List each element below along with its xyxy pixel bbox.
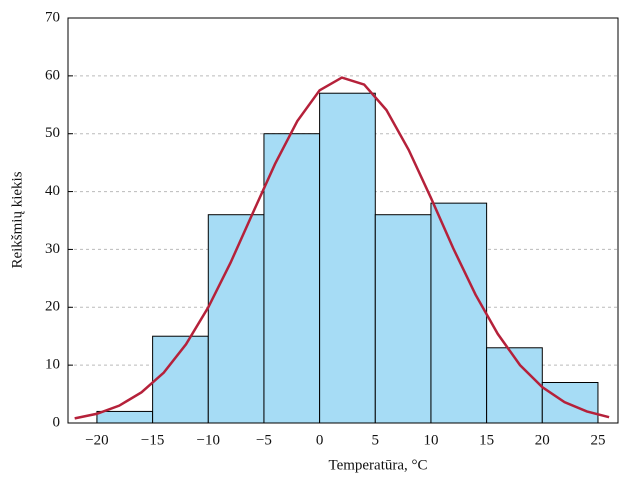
bar [541, 382, 599, 424]
x-tick-label: 25 [590, 432, 605, 448]
x-tick-label: −10 [197, 432, 220, 448]
y-tick-label: 50 [45, 125, 60, 141]
y-tick-label: 0 [53, 414, 61, 430]
y-tick-label: 70 [45, 9, 60, 25]
bar [430, 202, 488, 424]
x-tick-label: 10 [423, 432, 438, 448]
bar [207, 214, 265, 424]
bar [152, 335, 209, 424]
y-tick-label: 60 [45, 67, 60, 83]
y-tick-label: 30 [45, 241, 60, 257]
plot-frame [67, 17, 619, 424]
bar [96, 410, 154, 424]
bar [263, 133, 321, 424]
bar [374, 214, 432, 424]
y-tick-label: 10 [45, 357, 60, 373]
x-tick-label: −20 [85, 432, 108, 448]
x-axis-label: Temperatūra, °C [328, 457, 427, 473]
x-tick-label: 15 [479, 432, 494, 448]
y-axis-label: Reikšmių kiekis [9, 171, 25, 268]
y-tick-label: 20 [45, 299, 60, 315]
bar [319, 92, 376, 424]
x-tick-label: 20 [535, 432, 550, 448]
fit-curve [74, 76, 610, 420]
x-tick-label: 5 [372, 432, 380, 448]
x-tick-label: 0 [316, 432, 324, 448]
x-tick-label: −5 [256, 432, 272, 448]
y-tick-label: 40 [45, 183, 60, 199]
x-tick-label: −15 [141, 432, 164, 448]
